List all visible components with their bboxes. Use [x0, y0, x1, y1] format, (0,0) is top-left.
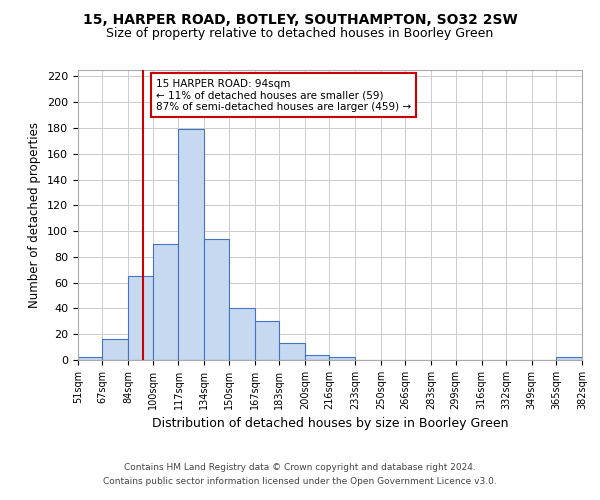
- Bar: [178, 130, 205, 360]
- Bar: [254, 322, 279, 360]
- Bar: [205, 239, 229, 360]
- Text: Contains public sector information licensed under the Open Government Licence v3: Contains public sector information licen…: [103, 477, 497, 486]
- Text: Size of property relative to detached houses in Boorley Green: Size of property relative to detached ho…: [106, 28, 494, 40]
- Bar: [152, 244, 178, 360]
- Bar: [556, 358, 582, 360]
- Text: 15 HARPER ROAD: 94sqm
← 11% of detached houses are smaller (59)
87% of semi-deta: 15 HARPER ROAD: 94sqm ← 11% of detached …: [156, 78, 411, 112]
- Bar: [229, 308, 254, 360]
- Bar: [128, 276, 152, 360]
- Bar: [329, 358, 355, 360]
- Bar: [103, 340, 128, 360]
- Bar: [305, 355, 329, 360]
- Bar: [78, 358, 103, 360]
- Text: 15, HARPER ROAD, BOTLEY, SOUTHAMPTON, SO32 2SW: 15, HARPER ROAD, BOTLEY, SOUTHAMPTON, SO…: [83, 12, 517, 26]
- Bar: [279, 343, 305, 360]
- Text: Contains HM Land Registry data © Crown copyright and database right 2024.: Contains HM Land Registry data © Crown c…: [124, 464, 476, 472]
- X-axis label: Distribution of detached houses by size in Boorley Green: Distribution of detached houses by size …: [152, 418, 508, 430]
- Y-axis label: Number of detached properties: Number of detached properties: [28, 122, 41, 308]
